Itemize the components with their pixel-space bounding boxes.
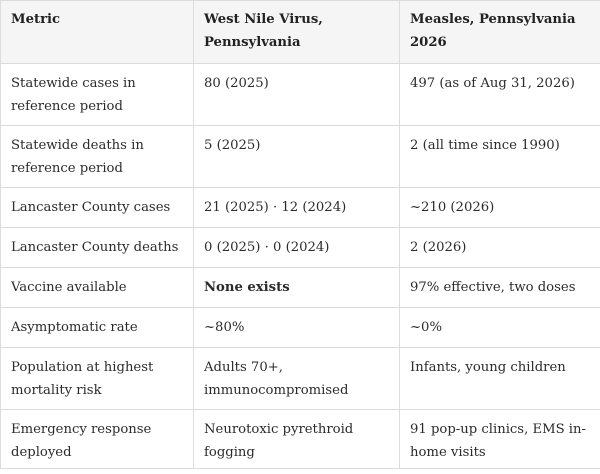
cell-measles: ~210 (2026) (399, 187, 600, 228)
table-row: Lancaster County deaths 0 (2025) · 0 (20… (0, 227, 600, 268)
cell-measles: ~0% (399, 307, 600, 348)
cell-measles: 91 pop-up clinics, EMS in-home visits (399, 409, 600, 469)
table-row: Asymptomatic rate ~80% ~0% (0, 307, 600, 348)
header-west-nile: West Nile Virus, Pennsylvania (193, 0, 400, 64)
cell-west-nile: 5 (2025) (193, 125, 400, 188)
cell-measles: 97% effective, two doses (399, 267, 600, 308)
cell-west-nile: 80 (2025) (193, 63, 400, 126)
cell-metric: Emergency response deployed (0, 409, 194, 469)
cell-metric: Asymptomatic rate (0, 307, 194, 348)
cell-metric: Lancaster County cases (0, 187, 194, 228)
cell-west-nile: Adults 70+, immunocompromised (193, 347, 400, 410)
cell-west-nile: None exists (193, 267, 400, 308)
table-row: Lancaster County cases 21 (2025) · 12 (2… (0, 187, 600, 228)
cell-metric: Lancaster County deaths (0, 227, 194, 268)
header-metric: Metric (0, 0, 194, 64)
cell-metric: Vaccine available (0, 267, 194, 308)
cell-west-nile: ~80% (193, 307, 400, 348)
table-row: Population at highest mortality risk Adu… (0, 347, 600, 410)
header-measles: Measles, Pennsylvania 2026 (399, 0, 600, 64)
cell-west-nile: 21 (2025) · 12 (2024) (193, 187, 400, 228)
cell-measles: 2 (all time since 1990) (399, 125, 600, 188)
cell-measles: 2 (2026) (399, 227, 600, 268)
table-body: Statewide cases in reference period 80 (… (0, 63, 600, 469)
header-row: Metric West Nile Virus, Pennsylvania Mea… (0, 0, 600, 64)
table-row: Emergency response deployed Neurotoxic p… (0, 409, 600, 469)
table-row: Statewide deaths in reference period 5 (… (0, 125, 600, 188)
table-row: Statewide cases in reference period 80 (… (0, 63, 600, 126)
cell-metric: Statewide deaths in reference period (0, 125, 194, 188)
cell-metric: Statewide cases in reference period (0, 63, 194, 126)
cell-west-nile: 0 (2025) · 0 (2024) (193, 227, 400, 268)
table-row: Vaccine available None exists 97% effect… (0, 267, 600, 308)
cell-west-nile: Neurotoxic pyrethroid fogging (193, 409, 400, 469)
cell-measles: Infants, young children (399, 347, 600, 410)
cell-metric: Population at highest mortality risk (0, 347, 194, 410)
cell-measles: 497 (as of Aug 31, 2026) (399, 63, 600, 126)
table-header: Metric West Nile Virus, Pennsylvania Mea… (0, 0, 600, 64)
